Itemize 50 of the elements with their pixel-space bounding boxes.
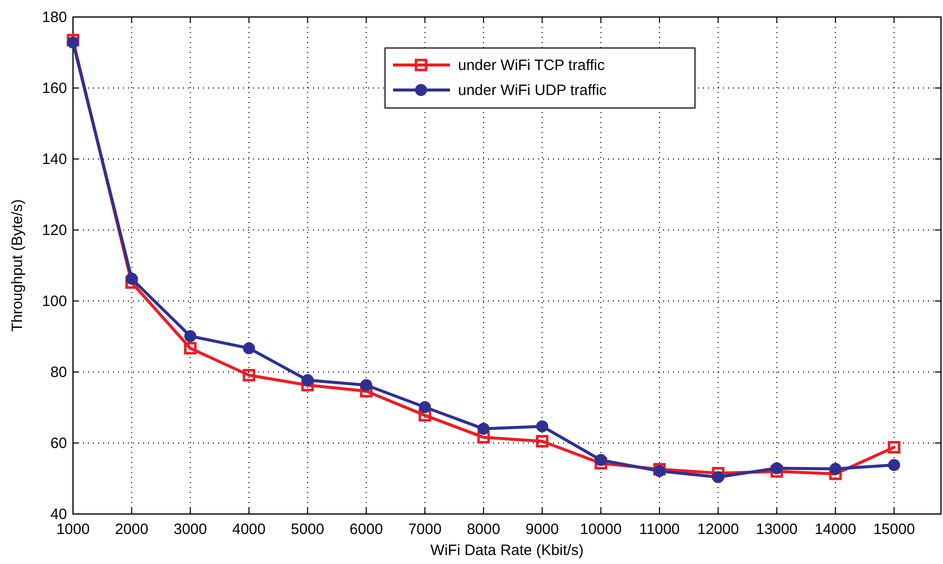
point bbox=[536, 420, 548, 432]
point bbox=[478, 422, 490, 435]
y-axis-title: Throughput (Byte/s) bbox=[9, 199, 26, 332]
point bbox=[242, 342, 255, 354]
y-tick-label: 60 bbox=[50, 435, 67, 452]
y-tick-label: 40 bbox=[50, 506, 67, 523]
y-tick-label: 180 bbox=[42, 9, 67, 26]
x-tick-label: 11000 bbox=[639, 521, 680, 538]
point bbox=[712, 471, 724, 484]
point bbox=[888, 441, 900, 454]
point bbox=[67, 36, 79, 49]
x-tick-label: 4000 bbox=[232, 521, 266, 538]
legend-label: under WiFi TCP traffic bbox=[458, 57, 606, 74]
point bbox=[594, 456, 608, 470]
x-tick-label: 9000 bbox=[526, 521, 559, 538]
y-tick-label: 120 bbox=[42, 222, 67, 239]
x-tick-label: 5000 bbox=[290, 521, 324, 538]
x-tick-label: 15000 bbox=[873, 521, 915, 538]
point bbox=[536, 434, 548, 448]
x-tick-label: 3000 bbox=[174, 521, 207, 538]
legend-label: under WiFi UDP traffic bbox=[458, 82, 608, 99]
x-tick-label: 8000 bbox=[466, 521, 500, 538]
point bbox=[829, 462, 842, 475]
point bbox=[301, 378, 314, 392]
x-tick-label: 12000 bbox=[697, 521, 739, 538]
point bbox=[477, 431, 490, 444]
x-tick-label: 7000 bbox=[408, 521, 442, 538]
point bbox=[770, 462, 783, 474]
x-tick-label: 1000 bbox=[56, 521, 90, 538]
point bbox=[302, 374, 314, 386]
x-tick-label: 6000 bbox=[350, 521, 383, 538]
x-tick-label: 2000 bbox=[114, 521, 148, 538]
y-tick-label: 80 bbox=[50, 364, 67, 381]
point bbox=[184, 342, 197, 354]
point bbox=[594, 454, 607, 466]
point bbox=[888, 459, 900, 472]
point bbox=[418, 401, 431, 414]
point bbox=[126, 272, 138, 285]
x-tick-label: 13000 bbox=[756, 521, 798, 538]
x-tick-label: 10000 bbox=[580, 521, 622, 538]
y-tick-label: 100 bbox=[42, 293, 67, 310]
x-tick-label: 14000 bbox=[814, 521, 856, 538]
y-tick-label: 140 bbox=[42, 151, 67, 168]
point bbox=[184, 330, 196, 342]
y-tick-label: 160 bbox=[42, 80, 67, 97]
point bbox=[242, 368, 256, 382]
point bbox=[66, 34, 80, 46]
point bbox=[360, 379, 372, 392]
x-axis-title: WiFi Data Rate (Kbit/s) bbox=[430, 542, 584, 559]
point bbox=[418, 409, 432, 422]
